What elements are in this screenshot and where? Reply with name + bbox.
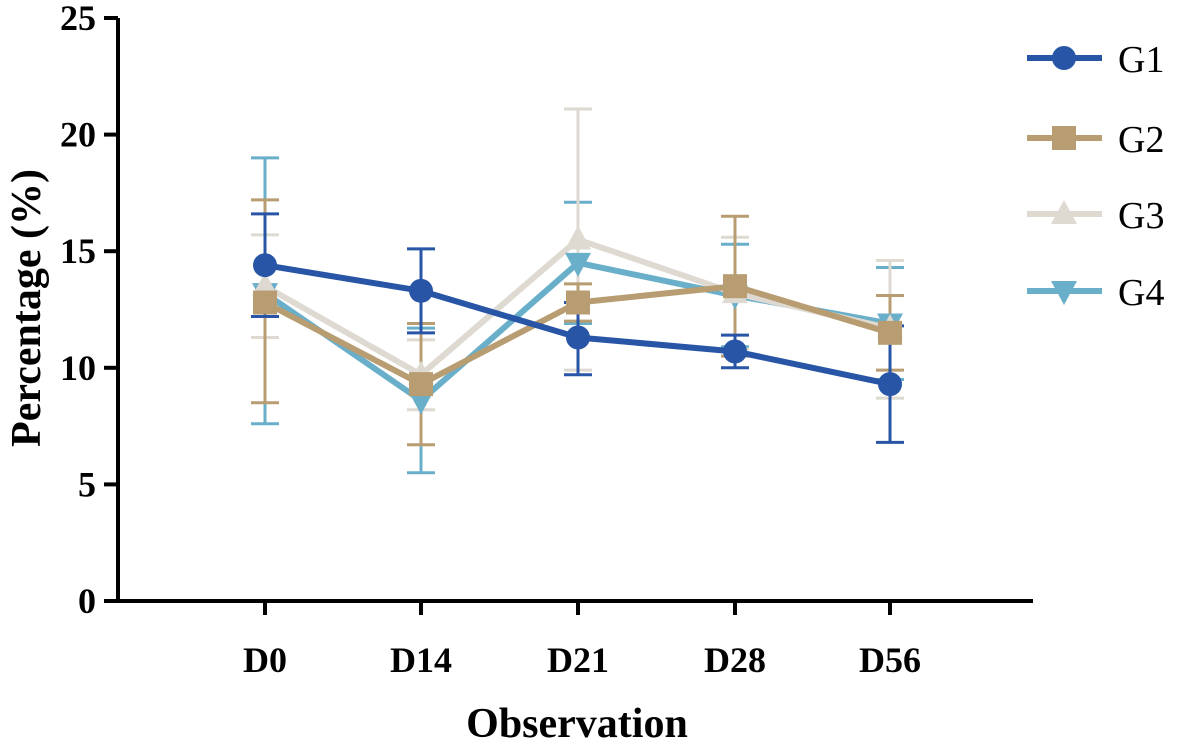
y-tick-label: 20 bbox=[60, 115, 96, 155]
x-tick-label: D14 bbox=[390, 640, 452, 680]
series-g2-point bbox=[409, 372, 433, 397]
legend-g2-marker bbox=[1052, 126, 1076, 150]
series-g1-point bbox=[409, 278, 433, 303]
legend-g2-label: G2 bbox=[1118, 119, 1164, 161]
series-g1-point bbox=[566, 325, 590, 350]
x-tick-label: D0 bbox=[243, 640, 287, 680]
series-g4-point bbox=[565, 252, 591, 277]
series-g2-point bbox=[878, 320, 902, 345]
series-g2-point bbox=[723, 274, 747, 299]
legend-g4-marker bbox=[1051, 281, 1077, 305]
series-g2-point bbox=[253, 290, 277, 315]
y-tick-label: 25 bbox=[60, 0, 96, 38]
series-g1-point bbox=[723, 339, 747, 364]
legend: G1 G2 G3 G4 bbox=[1027, 39, 1164, 314]
legend-g3-marker bbox=[1051, 200, 1077, 224]
series-g1-point bbox=[253, 253, 277, 278]
series-g2-point bbox=[566, 290, 590, 315]
series-g1-point bbox=[878, 372, 902, 397]
legend-g3-label: G3 bbox=[1118, 195, 1164, 237]
y-tick-label: 5 bbox=[78, 464, 96, 504]
y-tick-label: 15 bbox=[60, 231, 96, 271]
y-tick-label: 0 bbox=[78, 581, 96, 621]
legend-g1-marker bbox=[1052, 46, 1076, 70]
y-axis-title: Percentage (%) bbox=[4, 169, 50, 447]
x-tick-label: D28 bbox=[704, 640, 766, 680]
y-tick-label: 10 bbox=[60, 348, 96, 388]
legend-g1-label: G1 bbox=[1118, 39, 1164, 81]
x-tick-label: D56 bbox=[859, 640, 921, 680]
series-markers bbox=[252, 225, 903, 415]
axes: 0 5 10 15 20 25 D0 D14 D21 D28 D56 bbox=[60, 0, 1033, 680]
legend-g4-label: G4 bbox=[1118, 272, 1164, 314]
x-axis-title: Observation bbox=[466, 701, 688, 746]
series-g3-point bbox=[565, 225, 591, 250]
series-g3-point bbox=[252, 272, 278, 297]
series-g4-point bbox=[408, 390, 434, 415]
x-tick-label: D21 bbox=[547, 640, 609, 680]
